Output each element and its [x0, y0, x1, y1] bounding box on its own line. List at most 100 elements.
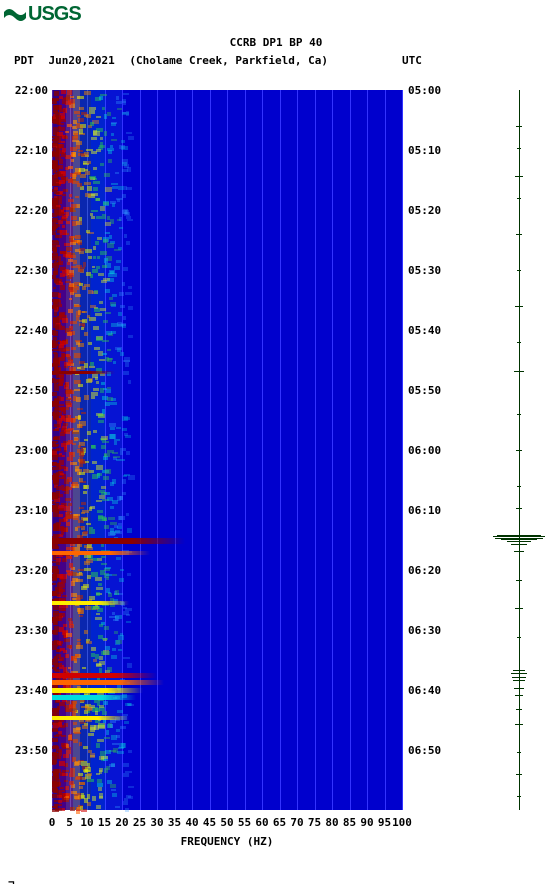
y-tick-left: 23:30	[4, 624, 48, 637]
y-tick-right: 05:00	[408, 84, 441, 97]
header-date: Jun20,2021	[49, 54, 115, 67]
seis-spike	[512, 677, 526, 678]
y-tick-left: 22:50	[4, 384, 48, 397]
y-tick-right: 06:50	[408, 744, 441, 757]
seis-spike	[517, 486, 521, 487]
speckle	[125, 808, 129, 812]
y-tick-left: 22:20	[4, 204, 48, 217]
speckle	[123, 773, 129, 777]
seis-spike	[517, 342, 521, 343]
speckle	[122, 479, 126, 484]
speckle	[125, 435, 131, 438]
speckle	[122, 428, 127, 430]
seis-spike	[515, 176, 523, 177]
seis-spike	[513, 680, 525, 681]
y-tick-right: 05:20	[408, 204, 441, 217]
logo-text: USGS	[28, 3, 81, 26]
tz-left: PDT	[14, 54, 34, 67]
y-tick-right: 05:30	[408, 264, 441, 277]
speckle	[128, 136, 134, 140]
speckle	[126, 111, 130, 116]
seis-spike	[517, 752, 521, 753]
speckle	[125, 608, 132, 611]
event-streak	[52, 680, 164, 685]
seis-spike	[516, 580, 522, 581]
gridline	[332, 90, 333, 810]
seis-spike	[511, 673, 527, 674]
gridline	[175, 90, 176, 810]
seis-spike	[516, 774, 522, 775]
gridline	[385, 90, 386, 810]
seis-spike	[516, 450, 522, 451]
band	[105, 90, 123, 810]
y-tick-left: 23:40	[4, 684, 48, 697]
speckle	[124, 186, 128, 190]
y-tick-right: 06:30	[408, 624, 441, 637]
event-streak	[52, 538, 185, 544]
speckle	[128, 306, 133, 309]
header-left: PDT Jun20,2021 (Cholame Creek, Parkfield…	[14, 54, 336, 67]
seis-spike	[517, 148, 521, 149]
speckle	[128, 750, 131, 754]
y-tick-left: 23:50	[4, 744, 48, 757]
seis-spike	[514, 371, 524, 372]
band	[80, 90, 91, 810]
y-tick-left: 23:20	[4, 564, 48, 577]
y-tick-right: 06:20	[408, 564, 441, 577]
gridline	[157, 90, 158, 810]
seis-spike	[516, 508, 522, 509]
speckle	[126, 451, 130, 455]
seis-spike	[501, 539, 537, 540]
speckle	[125, 362, 129, 366]
seis-spike	[515, 695, 523, 696]
y-tick-right: 05:10	[408, 144, 441, 157]
speckle	[123, 112, 126, 114]
gridline	[210, 90, 211, 810]
speckle	[123, 93, 129, 96]
speckle	[123, 267, 128, 271]
gridline	[367, 90, 368, 810]
y-tick-left: 22:00	[4, 84, 48, 97]
speckle	[123, 657, 129, 659]
seis-spike	[517, 414, 521, 415]
seis-spike	[514, 688, 524, 689]
speckle	[126, 241, 130, 245]
seis-spike	[516, 234, 522, 235]
speckle	[127, 528, 132, 532]
usgs-logo: USGS	[4, 3, 81, 26]
speckle	[127, 167, 131, 172]
speckle	[123, 801, 129, 806]
speckle	[127, 219, 132, 222]
speckle	[123, 209, 128, 213]
y-tick-right: 05:50	[408, 384, 441, 397]
speckle	[126, 621, 131, 623]
chart-title: CCRB DP1 BP 40	[0, 36, 552, 49]
y-tick-left: 23:10	[4, 504, 48, 517]
y-tick-left: 22:30	[4, 264, 48, 277]
seis-spike	[517, 637, 521, 638]
speckle	[122, 194, 126, 198]
speckle	[128, 786, 134, 789]
band	[66, 90, 73, 810]
gridline	[262, 90, 263, 810]
speckle	[126, 132, 132, 134]
speckle	[123, 316, 126, 320]
speckle	[127, 573, 131, 577]
y-tick-left: 22:40	[4, 324, 48, 337]
speckle	[124, 474, 129, 477]
speckle	[123, 101, 127, 105]
gridline	[297, 90, 298, 810]
y-tick-right: 06:40	[408, 684, 441, 697]
seis-spike	[511, 544, 527, 545]
event-streak	[52, 688, 143, 693]
gridline	[280, 90, 281, 810]
event-streak	[52, 371, 115, 374]
tz-right: UTC	[402, 54, 422, 67]
speckle	[128, 286, 133, 289]
seis-spike	[516, 126, 522, 127]
spectrogram-plot	[52, 90, 402, 810]
seis-spike	[507, 541, 531, 542]
speckle	[124, 234, 127, 238]
footer-mark: ¬	[8, 876, 15, 889]
gridline	[315, 90, 316, 810]
